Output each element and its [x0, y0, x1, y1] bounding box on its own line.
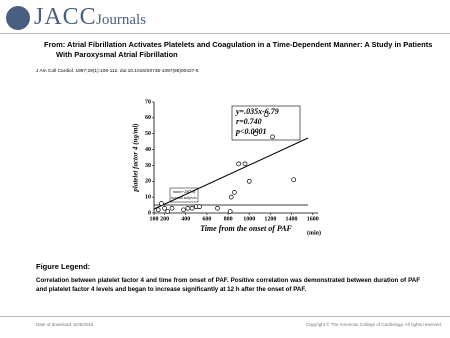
point [185, 205, 191, 211]
point [236, 161, 241, 167]
annotation-box [231, 105, 301, 141]
citation: J Am Coll Cardiol. 1997;29(1):106-112. d… [36, 69, 199, 74]
point [228, 194, 234, 200]
x-tick-label: 400 [181, 216, 190, 222]
footer-date: Date of download: 6/25/2016 [36, 322, 94, 327]
point [155, 207, 161, 213]
point [270, 134, 275, 140]
point [242, 161, 248, 167]
legend-heading: Figure Legend: [36, 262, 91, 271]
y-tick-label: 10 [145, 195, 151, 201]
divider [0, 316, 450, 317]
x-axis-unit: (min) [307, 229, 321, 236]
y-tick-label: 50 [145, 131, 151, 137]
logo-text: JACC [34, 4, 97, 30]
x-tick-label: 600 [202, 216, 211, 222]
x-axis-label: Time from the onset of PAF [200, 224, 292, 233]
x-tick-label: 100 [150, 216, 159, 222]
y-axis-label: platelet factor 4 (ng/ml) [132, 123, 140, 192]
title: From: Atrial Fibrillation Activates Plat… [44, 40, 433, 59]
x-tick-label: 1400 [286, 216, 298, 222]
point [165, 209, 171, 214]
point [181, 207, 186, 213]
annotation: p<0.0001 [235, 127, 267, 136]
x-tick-label: 1600 [307, 216, 319, 222]
point [197, 204, 202, 210]
y-tick-label: 60 [145, 115, 151, 121]
divider [0, 33, 450, 34]
point [189, 205, 195, 211]
logo: JACC Journals [6, 4, 146, 34]
point [215, 205, 220, 211]
logo-seal [6, 6, 30, 30]
logo-journals: Journals [96, 12, 146, 28]
point [159, 201, 164, 206]
x-tick-label: 1200 [264, 216, 276, 222]
point [253, 131, 258, 137]
regression-line [153, 137, 309, 210]
point [232, 190, 237, 195]
point [246, 178, 252, 184]
reference-note: normal subjects [171, 195, 197, 200]
point [227, 209, 233, 214]
point [263, 112, 269, 118]
x-tick-label: 800 [224, 216, 233, 222]
point [291, 177, 297, 183]
x-tick-label: 200 [160, 216, 169, 222]
annotation: r=0.740 [236, 117, 262, 126]
y-tick-label: 20 [145, 179, 151, 185]
legend-text: Correlation between platelet factor 4 an… [36, 277, 420, 293]
chart: 0 10 20 30 40 50 60 70 100 200 400 600 800 1000 1200 14… [132, 99, 321, 236]
y-tick-label: 40 [145, 147, 151, 153]
annotation: y=.035x-6.79 [235, 107, 279, 116]
point [169, 205, 175, 211]
y-tick-label: 70 [145, 99, 151, 105]
reference-note: mean+2SD of [173, 189, 196, 194]
footer-copyright: Copyright © The American College of Card… [305, 322, 442, 327]
point [162, 205, 167, 211]
y-tick-label: 30 [145, 163, 151, 169]
y-tick-label: 0 [148, 210, 151, 216]
x-tick-label: 1000 [243, 216, 255, 222]
